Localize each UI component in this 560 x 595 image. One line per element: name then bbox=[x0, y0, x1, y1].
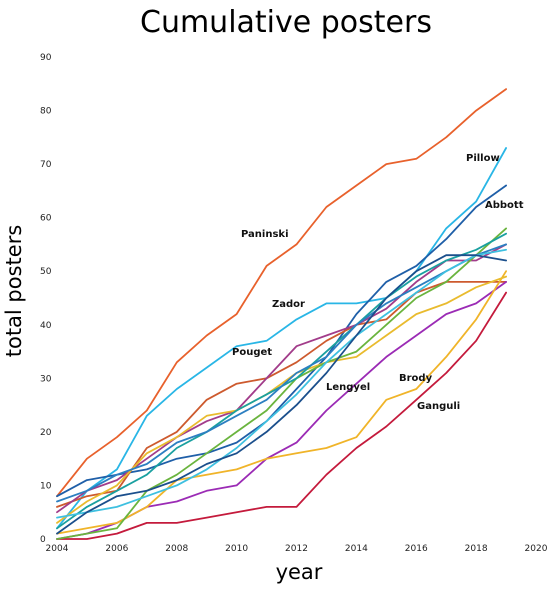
series-line-unlabeled-11 bbox=[56, 243, 508, 503]
series-line-paninski bbox=[56, 88, 508, 498]
y-tick-label: 70 bbox=[40, 160, 52, 170]
y-tick-label: 90 bbox=[40, 53, 52, 63]
x-tick-label: 2010 bbox=[225, 544, 248, 554]
series-line-abbott bbox=[56, 184, 508, 498]
series-label-ganguli: Ganguli bbox=[417, 401, 460, 412]
x-tick-label: 2004 bbox=[46, 544, 69, 554]
y-tick-label: 60 bbox=[40, 214, 52, 224]
series-label-pouget: Pouget bbox=[232, 347, 272, 358]
y-tick-label: 10 bbox=[40, 481, 52, 491]
y-tick-label: 0 bbox=[40, 535, 46, 545]
series-line-brody bbox=[56, 270, 508, 535]
x-tick-label: 2020 bbox=[525, 544, 548, 554]
chart-title: Cumulative posters bbox=[140, 5, 432, 40]
x-tick-label: 2014 bbox=[345, 544, 368, 554]
series-lines bbox=[56, 88, 508, 540]
y-tick-label: 40 bbox=[40, 321, 52, 331]
x-tick-label: 2012 bbox=[285, 544, 308, 554]
x-tick-label: 2018 bbox=[465, 544, 488, 554]
x-axis-title: year bbox=[276, 560, 323, 584]
y-tick-label: 20 bbox=[40, 428, 52, 438]
series-line-unlabeled-9 bbox=[56, 227, 508, 540]
series-label-lengyel: Lengyel bbox=[326, 382, 370, 393]
series-label-abbott: Abbott bbox=[485, 200, 524, 211]
y-tick-label: 30 bbox=[40, 374, 52, 384]
y-axis-title: total posters bbox=[2, 225, 26, 358]
series-label-zador: Zador bbox=[272, 299, 305, 310]
series-line-unlabeled-10 bbox=[56, 232, 508, 530]
series-line-unlabeled-12 bbox=[56, 248, 508, 519]
series-line-ganguli bbox=[56, 291, 508, 540]
axis-ticks: 0 10 20 30 40 50 60 70 80 90 2004 2006 2008 2010 2012 2… bbox=[40, 53, 548, 554]
series-label-brody: Brody bbox=[399, 373, 433, 384]
x-tick-label: 2008 bbox=[165, 544, 188, 554]
series-label-paninski: Paninski bbox=[241, 229, 289, 240]
y-tick-label: 50 bbox=[40, 267, 52, 277]
series-label-pillow: Pillow bbox=[466, 153, 500, 164]
x-tick-label: 2006 bbox=[105, 544, 128, 554]
series-labels: Paninski Pillow Abbott Zador Pouget Lengyel Br… bbox=[232, 153, 524, 412]
y-tick-label: 80 bbox=[40, 107, 52, 117]
series-line-pillow bbox=[56, 147, 508, 530]
x-tick-label: 2016 bbox=[405, 544, 428, 554]
series-line-unlabeled-13 bbox=[56, 254, 508, 535]
